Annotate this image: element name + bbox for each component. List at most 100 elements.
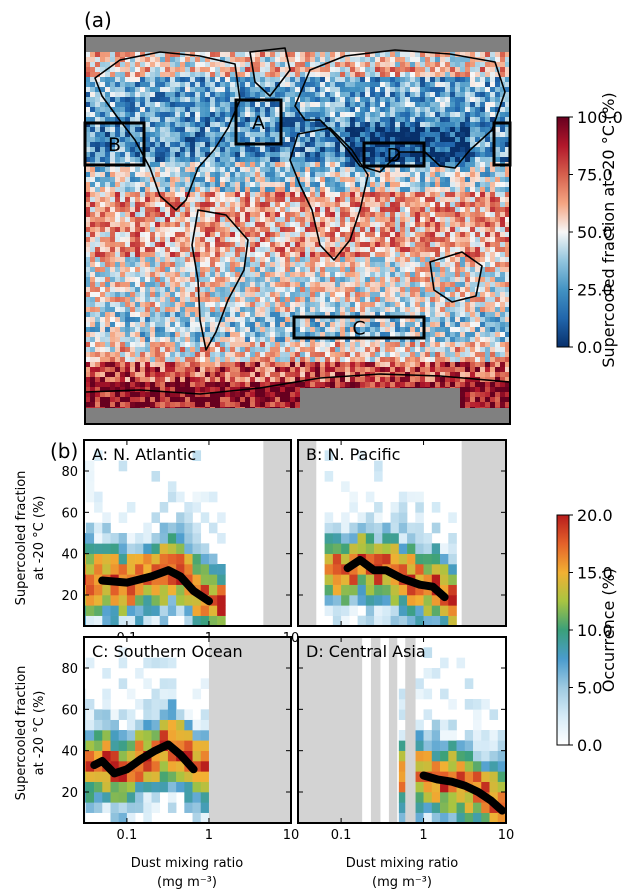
map-cell [495,287,500,292]
map-cell [160,247,165,252]
map-cell [455,222,460,227]
map-cell [135,317,140,322]
map-cell [320,297,325,302]
map-cell [495,192,500,197]
map-cell [410,122,415,127]
map-cell [300,102,305,107]
map-cell [365,72,370,77]
map-cell [425,312,430,317]
map-cell [150,227,155,232]
map-cell [255,112,260,117]
map-cell [475,162,480,167]
map-cell [375,122,380,127]
map-cell [390,72,395,77]
map-cell [105,57,110,62]
map-cell [465,82,470,87]
map-cell [175,202,180,207]
map-cell [275,222,280,227]
map-cell [425,282,430,287]
map-cell [210,182,215,187]
map-cell [320,107,325,112]
map-cell [445,222,450,227]
map-cell [375,217,380,222]
map-cell [180,117,185,122]
map-cell [300,252,305,257]
map-cell [155,182,160,187]
map-cell [335,297,340,302]
map-cell [500,72,505,77]
map-cell [215,97,220,102]
map-cell [285,117,290,122]
map-cell [330,262,335,267]
map-cell [205,132,210,137]
map-cell [215,157,220,162]
map-cell [110,317,115,322]
map-cell [295,197,300,202]
map-cell [300,212,305,217]
map-cell [440,102,445,107]
map-cell [230,107,235,112]
map-cell [225,242,230,247]
map-cell [215,192,220,197]
map-cell [275,182,280,187]
map-cell [95,57,100,62]
map-cell [360,87,365,92]
map-cell [410,112,415,117]
map-cell [250,342,255,347]
map-cell [505,242,510,247]
map-cell [105,237,110,242]
map-cell [315,167,320,172]
map-cell [350,312,355,317]
map-cell [490,97,495,102]
map-cell [195,132,200,137]
map-cell [155,52,160,57]
map-cell [465,302,470,307]
map-cell [485,327,490,332]
map-cell [455,242,460,247]
map-cell [290,167,295,172]
map-cell [235,197,240,202]
map-cell [200,197,205,202]
map-cell [215,87,220,92]
map-cell [330,122,335,127]
map-cell [380,127,385,132]
map-cell [235,152,240,157]
map-cell [400,57,405,62]
map-cell [500,117,505,122]
map-cell [375,112,380,117]
map-cell [190,307,195,312]
map-cell [460,262,465,267]
map-cell [275,137,280,142]
map-cell [425,57,430,62]
map-cell [185,162,190,167]
panel-b-label: (b) [50,439,78,463]
map-cell [175,117,180,122]
map-cell [365,202,370,207]
map-cell [350,102,355,107]
panel-a-label: (a) [84,8,112,32]
map-cell [240,67,245,72]
map-cell [305,182,310,187]
map-cell [285,222,290,227]
map-cell [185,312,190,317]
map-cell [480,192,485,197]
map-cell [115,132,120,137]
map-cell [250,232,255,237]
map-cell [190,232,195,237]
map-cell [330,212,335,217]
map-cell [475,72,480,77]
map-cell [95,297,100,302]
map-cell [315,267,320,272]
map-cell [415,57,420,62]
map-cell [425,122,430,127]
map-cell [440,162,445,167]
map-cell [310,232,315,237]
map-cell [150,202,155,207]
map-cell [415,302,420,307]
map-cell [330,292,335,297]
map-cell [495,272,500,277]
map-cell [315,287,320,292]
map-cell [150,152,155,157]
map-cell [135,127,140,132]
map-cell [325,102,330,107]
